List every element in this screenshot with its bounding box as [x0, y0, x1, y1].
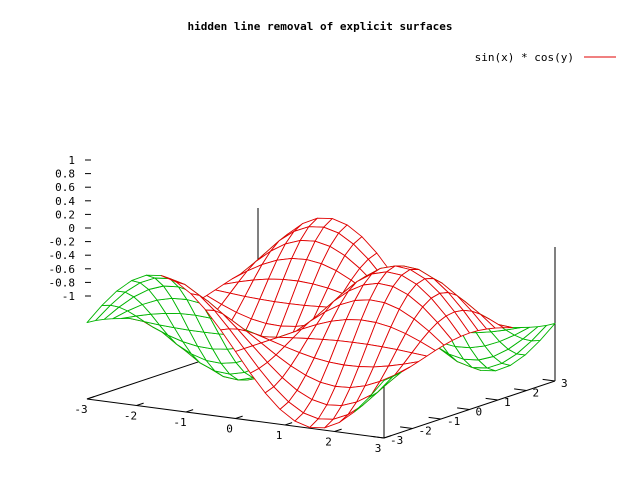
x-tick-label: 3 [375, 442, 382, 455]
y-axis-ticks: -3 -2 -1 0 1 2 3 [371, 377, 568, 447]
y-tick-label: 3 [561, 377, 568, 390]
y-tick-mark [542, 378, 556, 382]
x-tick-label: 1 [276, 429, 283, 442]
z-tick-label: -1 [62, 290, 75, 303]
z-tick-label: -0.2 [49, 236, 76, 249]
y-tick-mark [400, 426, 413, 429]
x-axis-ticks: -3 -2 -1 0 1 2 3 [74, 396, 392, 455]
y-tick-label: 1 [504, 396, 511, 409]
z-tick-label: 0.8 [55, 168, 75, 181]
z-tick-label: 1 [68, 154, 75, 167]
x-tick-mark [185, 409, 194, 413]
z-tick-label: 0.2 [55, 208, 75, 221]
x-tick-label: -1 [173, 416, 186, 429]
x-tick-mark [334, 428, 342, 432]
x-tick-mark [86, 396, 95, 400]
x-tick-label: 0 [226, 423, 233, 436]
y-tick-mark [485, 397, 499, 401]
y-tick-label: -3 [390, 434, 403, 447]
legend-label: sin(x) * cos(y) [475, 51, 574, 64]
surface-mesh [86, 217, 556, 429]
z-tick-label: -0.8 [49, 276, 76, 289]
z-tick-label: -0.6 [49, 263, 76, 276]
surface-facet [368, 376, 394, 398]
x-tick-label: -2 [124, 410, 137, 423]
y-tick-label: 2 [533, 387, 540, 400]
x-tick-mark [235, 415, 243, 419]
z-axis: 10.80.60.40.20-0.2-0.4-0.6-0.8-1 [49, 154, 91, 303]
y-tick-label: 0 [476, 406, 483, 419]
x-tick-mark [383, 435, 392, 439]
x-tick-mark [284, 422, 293, 426]
y-tick-mark [371, 435, 385, 439]
x-tick-label: -3 [74, 403, 87, 416]
z-tick-label: 0.4 [55, 195, 75, 208]
y-tick-mark [514, 388, 527, 391]
x-tick-label: 2 [325, 436, 332, 449]
z-tick-label: 0 [68, 222, 75, 235]
legend: sin(x) * cos(y) [475, 51, 616, 64]
chart-title: hidden line removal of explicit surfaces [188, 20, 453, 33]
z-tick-label: -0.4 [49, 249, 76, 262]
x-tick-mark [136, 402, 144, 406]
y-tick-mark [457, 407, 470, 410]
y-tick-mark [428, 416, 442, 420]
y-tick-label: -2 [419, 425, 432, 438]
y-tick-label: -1 [447, 415, 460, 428]
z-tick-label: 0.6 [55, 181, 75, 194]
